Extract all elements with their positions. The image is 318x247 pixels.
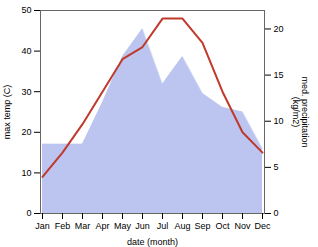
svg-text:Sep: Sep bbox=[194, 221, 210, 231]
svg-text:0: 0 bbox=[26, 208, 31, 218]
svg-text:Feb: Feb bbox=[55, 221, 71, 231]
svg-text:30: 30 bbox=[21, 87, 31, 97]
svg-text:Apr: Apr bbox=[95, 221, 109, 231]
svg-text:10: 10 bbox=[21, 168, 31, 178]
svg-text:Mar: Mar bbox=[75, 221, 91, 231]
svg-text:20: 20 bbox=[21, 127, 31, 137]
svg-text:40: 40 bbox=[21, 46, 31, 56]
svg-text:Aug: Aug bbox=[174, 221, 190, 231]
svg-text:Dec: Dec bbox=[254, 221, 271, 231]
svg-text:5: 5 bbox=[274, 162, 279, 172]
svg-text:Jan: Jan bbox=[35, 221, 50, 231]
svg-text:Nov: Nov bbox=[234, 221, 251, 231]
svg-text:20: 20 bbox=[274, 24, 284, 34]
svg-text:10: 10 bbox=[274, 116, 284, 126]
svg-text:max temp (C): max temp (C) bbox=[2, 85, 12, 140]
svg-text:15: 15 bbox=[274, 70, 284, 80]
svg-text:date (month): date (month) bbox=[127, 237, 178, 247]
svg-text:Jul: Jul bbox=[157, 221, 169, 231]
svg-text:May: May bbox=[114, 221, 132, 231]
svg-text:Jun: Jun bbox=[135, 221, 150, 231]
svg-text:med. precipitation(kg/m2): med. precipitation(kg/m2) bbox=[291, 76, 310, 147]
svg-text:0: 0 bbox=[274, 208, 279, 218]
svg-text:50: 50 bbox=[21, 5, 31, 15]
svg-text:Oct: Oct bbox=[215, 221, 230, 231]
